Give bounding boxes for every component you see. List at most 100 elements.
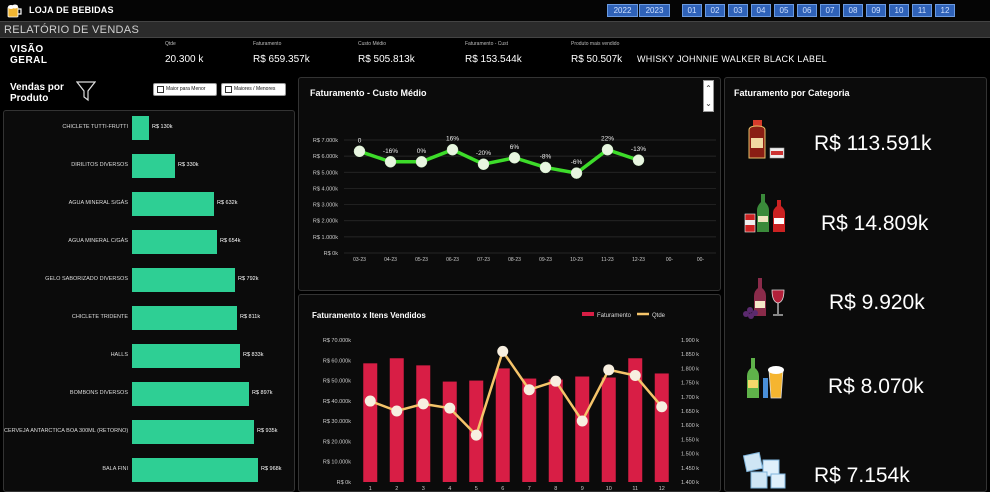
data-point — [384, 156, 397, 168]
month-button-02[interactable]: 02 — [705, 4, 725, 17]
data-point — [477, 158, 490, 170]
top-bottom-toggle[interactable]: Maiores / Menores — [221, 83, 286, 96]
product-bar[interactable] — [132, 344, 240, 368]
month-button-01[interactable]: 01 — [682, 4, 702, 17]
kpi-value-qtde: 20.300 k — [165, 54, 204, 65]
qtde-data-point — [497, 345, 509, 357]
sort-desc-toggle[interactable]: Maior para Menor — [153, 83, 217, 96]
month-button-04[interactable]: 04 — [751, 4, 771, 17]
product-bar-row[interactable]: DIRILITOS DIVERSOS R$ 330k — [4, 154, 296, 178]
product-bar-row[interactable]: GELO SABORIZADO DIVERSOS R$ 792k — [4, 268, 296, 292]
revenue-bar — [522, 378, 537, 482]
data-label: 0% — [417, 148, 427, 155]
product-bar-row[interactable]: CERVEJA ANTARCTICA BOA 300ML (RETORNO) R$… — [4, 420, 296, 444]
product-value-label: R$ 833k — [243, 352, 264, 358]
month-button-07[interactable]: 07 — [820, 4, 840, 17]
report-header: RELATÓRIO DE VENDAS — [0, 21, 990, 38]
product-bar-row[interactable]: AGUA MINERAL C/GÁS R$ 654k — [4, 230, 296, 254]
revenue-bar — [495, 368, 510, 482]
qtde-data-point — [470, 429, 482, 441]
revenue-items-chart: Faturamento Qtde R$ 0k R$ 10.000k R$ 20.000k… — [323, 312, 699, 492]
month-button-12[interactable]: 12 — [935, 4, 955, 17]
products-header: Vendas por Produto Maior para Menor Maio… — [0, 76, 295, 112]
legend-label-faturamento: Faturamento — [597, 313, 632, 319]
product-bar[interactable] — [132, 116, 149, 140]
scroll-up-icon[interactable]: ⌃ — [705, 84, 712, 93]
data-label: -6% — [571, 159, 583, 166]
x-tick-label: 12 — [659, 486, 665, 492]
kpi-value-custo-medio: R$ 505.813k — [358, 54, 415, 65]
product-name: BALA FINI — [102, 466, 128, 472]
soda-bottles-icon — [744, 194, 785, 233]
product-bar[interactable] — [132, 230, 217, 254]
month-button-10[interactable]: 10 — [889, 4, 909, 17]
category-value-ice: R$ 7.154k — [814, 464, 910, 487]
qtde-data-point — [444, 402, 456, 414]
product-bar[interactable] — [132, 382, 249, 406]
month-button-03[interactable]: 03 — [728, 4, 748, 17]
kpi-label-produto-mais-vendido: Produto mais vendido — [571, 41, 620, 47]
sort-desc-checkbox[interactable] — [157, 86, 164, 93]
x-tick-label: 8 — [554, 486, 557, 492]
x-tick-label: 07-23 — [477, 257, 490, 263]
month-button-11[interactable]: 11 — [912, 4, 932, 17]
x-tick-label: 11-23 — [601, 257, 614, 263]
margin-line-chart: R$ 0k R$ 1.000k R$ 2.000k R$ 3.000k R$ 4.000… — [313, 136, 716, 263]
product-bar[interactable] — [132, 192, 214, 216]
product-bar[interactable] — [132, 268, 235, 292]
product-value-label: R$ 654k — [220, 238, 241, 244]
whisky-bottle-icon — [748, 120, 785, 159]
x-tick-label: 10 — [606, 486, 612, 492]
scroll-control[interactable]: ⌃ ⌄ — [703, 80, 714, 112]
y-left-tick-label: R$ 10.000k — [323, 460, 351, 466]
data-point — [601, 143, 614, 156]
product-value-label: R$ 935k — [257, 428, 278, 434]
product-bar[interactable] — [132, 458, 258, 482]
year-button-2023[interactable]: 2023 — [639, 4, 670, 17]
kpi-label-qtde: Qtde — [165, 41, 176, 47]
product-bar-row[interactable]: CHICLETE TRIDENTE R$ 811k — [4, 306, 296, 330]
data-label: 6% — [510, 144, 520, 151]
y-right-tick-label: 1.850 k — [681, 352, 699, 358]
top-bottom-checkbox[interactable] — [225, 86, 232, 93]
product-bar-row[interactable]: BALA FINI R$ 968k — [4, 458, 296, 482]
data-label: 0 — [358, 137, 362, 144]
funnel-icon[interactable] — [76, 80, 96, 102]
x-tick-label: 9 — [581, 486, 584, 492]
margin-chart-title: Faturamento - Custo Médio — [310, 88, 427, 98]
qtde-data-point — [576, 415, 588, 427]
product-bar[interactable] — [132, 420, 254, 444]
data-label: 16% — [446, 136, 459, 143]
product-bar[interactable] — [132, 154, 175, 178]
category-value-whisky: R$ 113.591k — [814, 132, 932, 155]
product-name: AGUA MINERAL C/GÁS — [68, 238, 128, 244]
y-left-tick-label: R$ 40.000k — [323, 399, 351, 405]
month-button-09[interactable]: 09 — [866, 4, 886, 17]
x-tick-label: 03-23 — [353, 257, 366, 263]
scroll-down-icon[interactable]: ⌄ — [705, 99, 712, 108]
product-bar-row[interactable]: CHICLETE TUTTI-FRUTTI R$ 130k — [4, 116, 296, 140]
x-tick-label: 5 — [475, 486, 478, 492]
kpi-label-custo-medio: Custo Médio — [358, 41, 387, 47]
year-button-2022[interactable]: 2022 — [607, 4, 638, 17]
product-bar[interactable] — [132, 306, 237, 330]
product-name: CHICLETE TRIDENTE — [71, 314, 128, 320]
product-bar-row[interactable]: BOMBONS DIVERSOS R$ 897k — [4, 382, 296, 406]
month-button-06[interactable]: 06 — [797, 4, 817, 17]
product-bar-row[interactable]: HALLS R$ 833k — [4, 344, 296, 368]
product-bar-row[interactable]: AGUA MINERAL S/GÁS R$ 632k — [4, 192, 296, 216]
month-button-05[interactable]: 05 — [774, 4, 794, 17]
overview-section: VISÃO GERAL Qtde 20.300 k Faturamento R$… — [0, 38, 990, 74]
kpi-label-faturamento: Faturamento — [253, 41, 282, 47]
revenue-bar — [389, 358, 404, 482]
y-left-tick-label: R$ 50.000k — [323, 379, 351, 385]
x-tick-label: 06-23 — [446, 257, 459, 263]
data-point — [415, 156, 428, 168]
product-value-label: R$ 330k — [178, 162, 199, 168]
kpi-value-produto-mais-vendido: R$ 50.507k — [571, 54, 623, 65]
revenue-bar — [442, 381, 457, 482]
month-button-08[interactable]: 08 — [843, 4, 863, 17]
wine-icon — [743, 278, 785, 319]
beer-bottle-icon — [747, 358, 784, 399]
y-right-tick-label: 1.450 k — [681, 466, 699, 472]
